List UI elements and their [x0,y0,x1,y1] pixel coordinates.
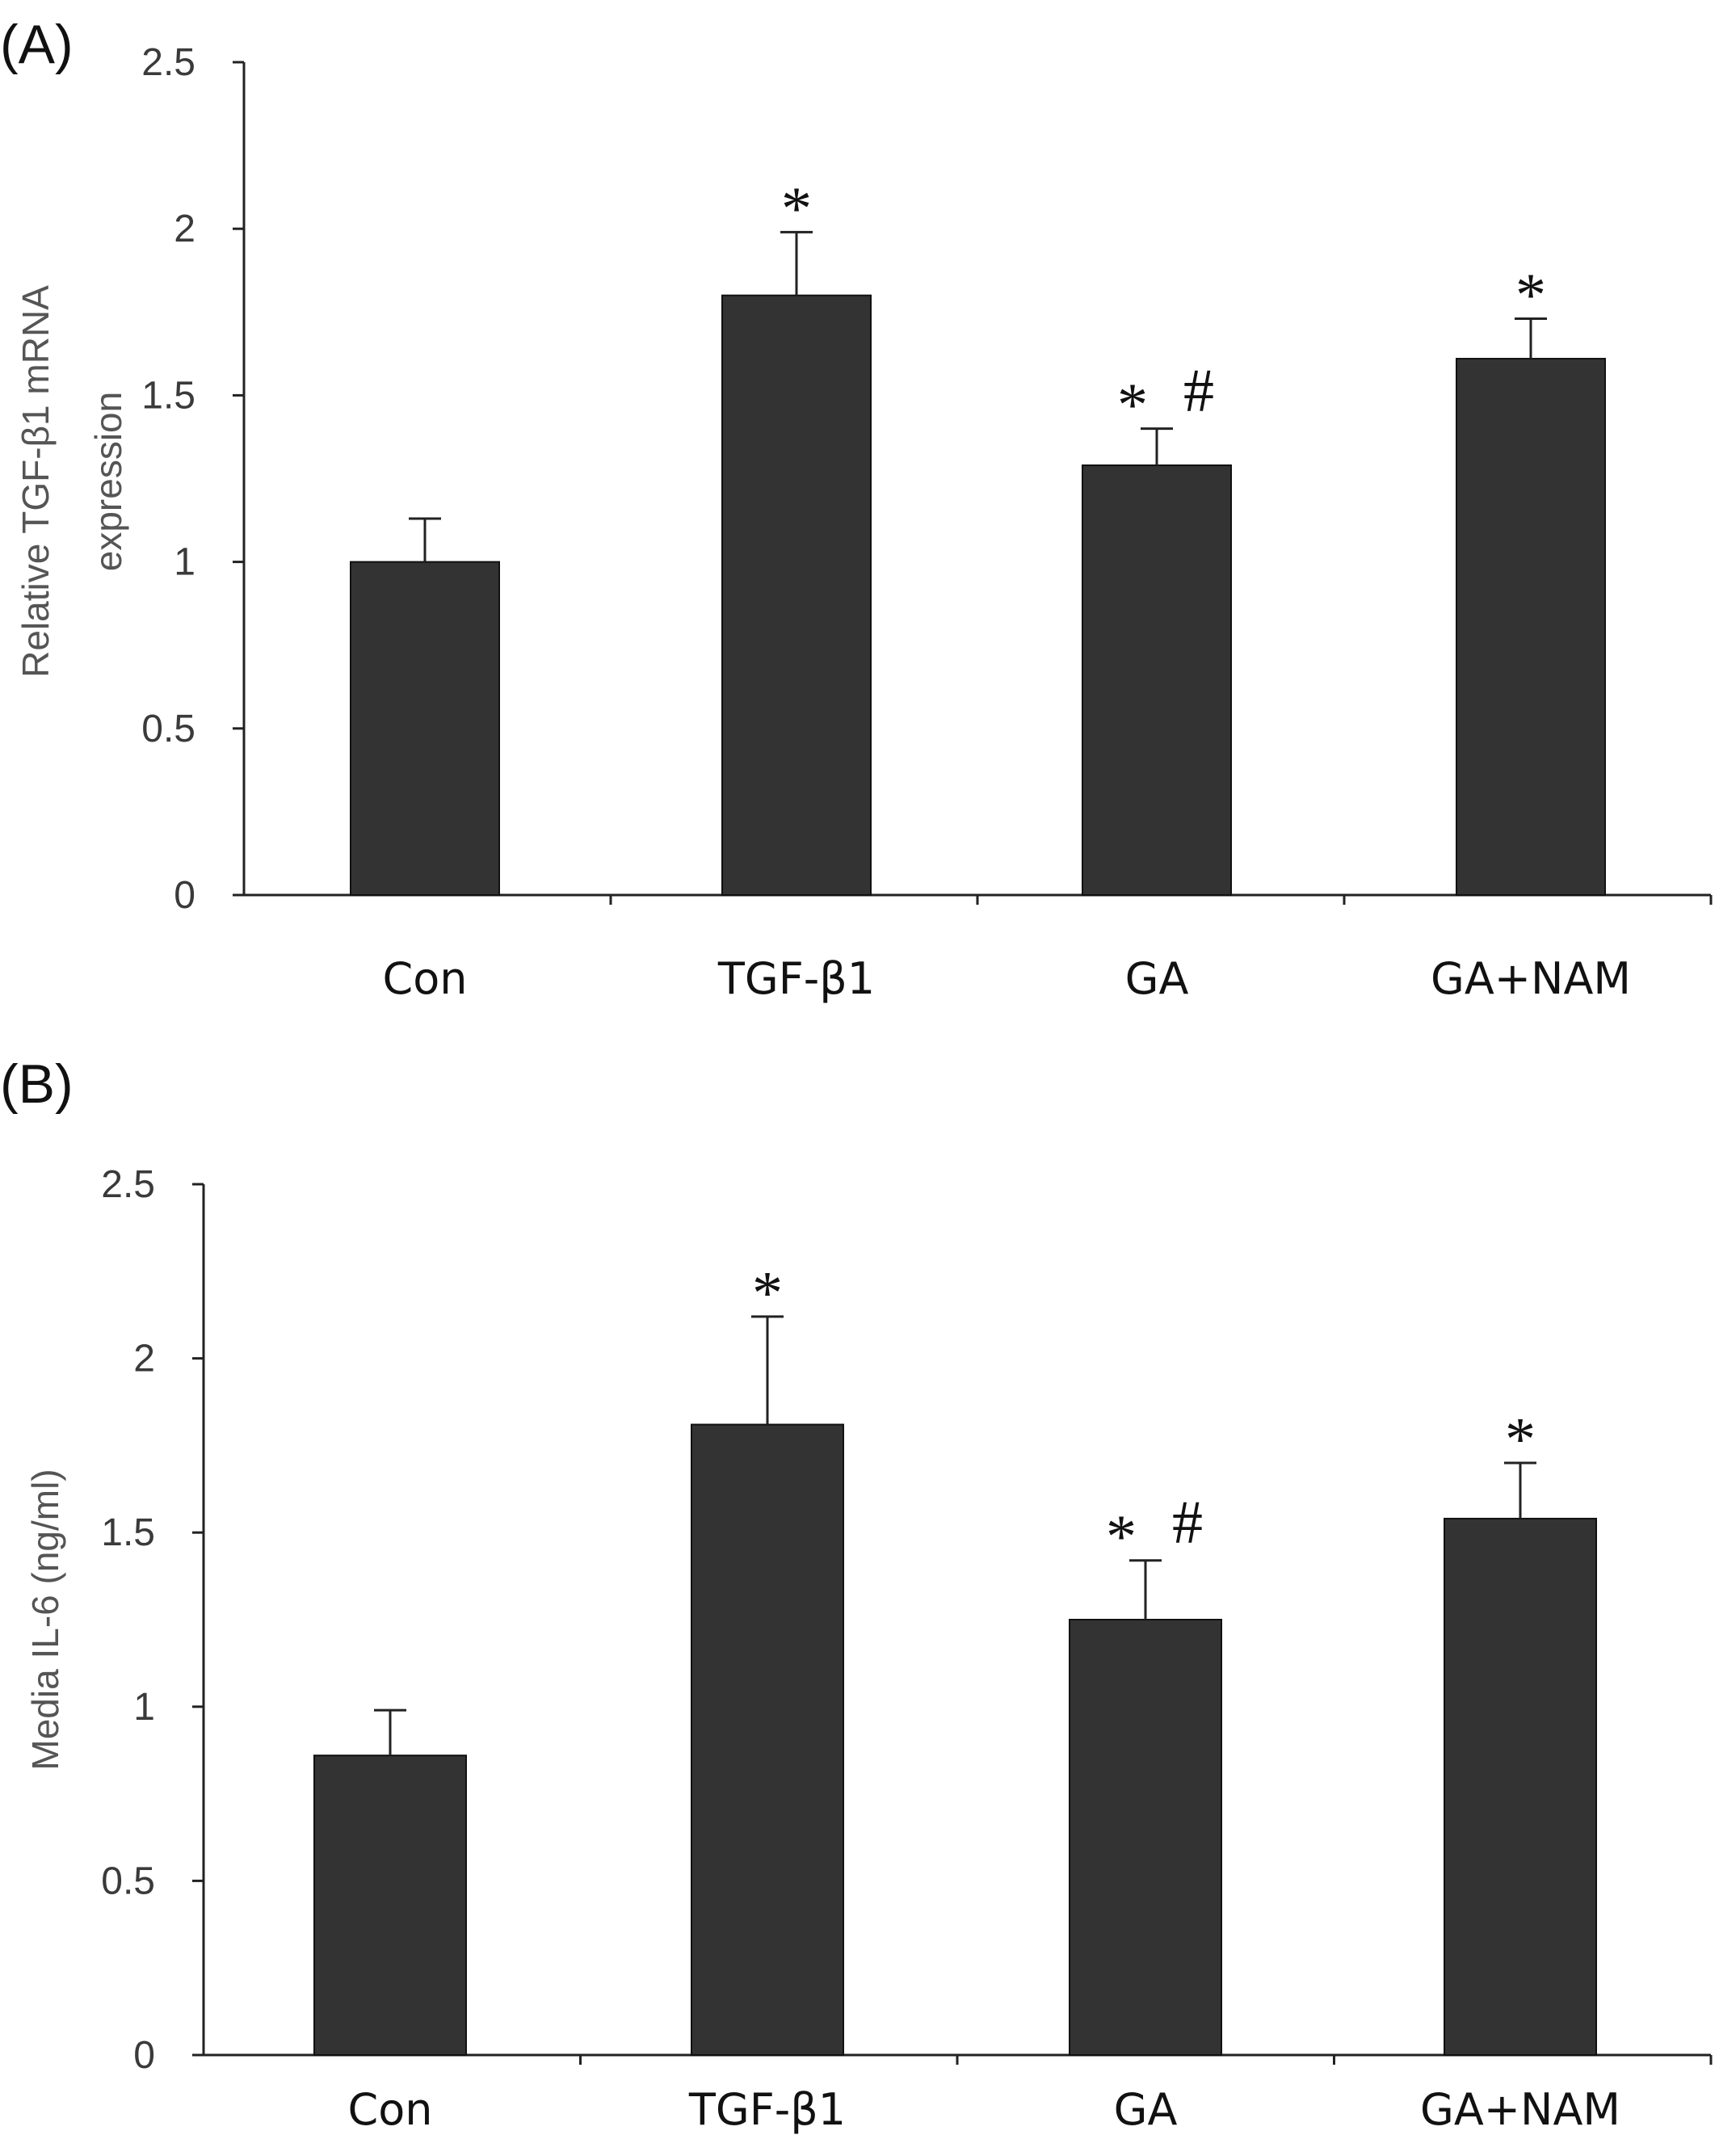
bar-4 [1444,1517,1597,2056]
category-label: TGF-β1 [688,2084,846,2135]
panel-label: (A) [0,14,74,75]
category-label: GA [1114,2084,1178,2135]
y-tick-label: 0 [133,2034,155,2077]
category-label: Con [348,2084,433,2135]
bar-1 [313,1755,467,2056]
y-tick-label: 0 [174,874,195,917]
category-label: TGF-β1 [717,953,875,1004]
bar-4 [1456,358,1606,896]
chart-panel-b: (B) 0 0.5 1 1.5 2 2.5 Con TGF-β1 * GA * # GA+NAM * Medi… [0,1053,1713,2135]
y-tick-label: 0.5 [101,1860,155,1902]
y-tick-label: 2.5 [101,1163,155,1206]
y-tick-label: 2.5 [141,41,195,84]
bar-3 [1082,464,1232,896]
y-tick-label: 2 [133,1338,155,1381]
significance-marker: # [1172,1489,1203,1557]
significance-marker: * [1515,262,1546,330]
category-label: GA+NAM [1431,953,1631,1004]
significance-marker: # [1183,357,1214,425]
significance-marker: * [752,1259,783,1327]
bar-2 [691,1423,844,2056]
significance-marker: * [1117,372,1148,439]
y-tick-label: 1 [174,541,195,584]
panel-label: (B) [0,1053,74,1115]
significance-marker: * [1106,1503,1137,1571]
y-axis-title: Media IL-6 (ng/ml) [24,1469,66,1770]
y-axis-title: expression [87,392,129,571]
category-label: Con [383,953,468,1004]
y-tick-label: 2 [174,208,195,250]
y-tick-label: 1 [133,1686,155,1729]
y-axis-title: Relative TGF-β1 mRNA [15,285,57,678]
y-tick-label: 1.5 [141,374,195,417]
bar-1 [350,561,500,896]
bar-3 [1069,1619,1222,2056]
category-label: GA+NAM [1420,2084,1620,2135]
significance-marker: * [1505,1406,1536,1473]
significance-marker: * [781,174,812,242]
y-tick-label: 1.5 [101,1511,155,1554]
y-tick-label: 0.5 [141,708,195,750]
chart-panel-a: (A) 0 0.5 1 1.5 2 2.5 Con TGF-β1 * GA * # GA+NAM * Rela… [0,14,1713,1004]
bar-2 [721,294,872,896]
category-label: GA [1125,953,1189,1004]
